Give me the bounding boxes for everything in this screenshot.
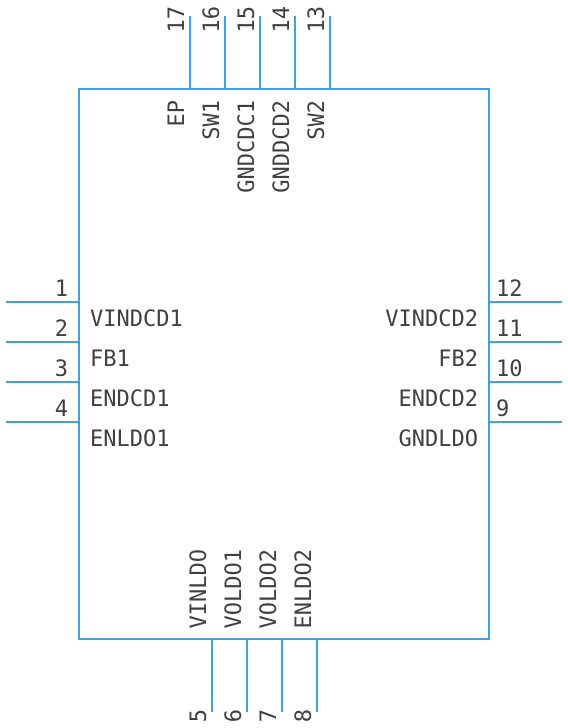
- pin-number: 8: [292, 709, 317, 722]
- pin-label: FB2: [438, 347, 478, 372]
- pin-label: EP: [165, 100, 190, 127]
- pin-number: 15: [235, 6, 260, 33]
- pin-line-bottom: [246, 640, 248, 712]
- pin-label: FB1: [90, 347, 130, 372]
- pin-label: ENDCD1: [90, 387, 169, 412]
- pin-label: ENLDO1: [90, 427, 169, 452]
- pin-label: ENDCD2: [399, 387, 478, 412]
- pin-label: VINLDO: [187, 549, 212, 628]
- pin-number: 4: [8, 397, 68, 422]
- pin-number: 16: [200, 6, 225, 33]
- pin-label: VINDCD1: [90, 307, 183, 332]
- pin-label: VOLDO2: [257, 549, 282, 628]
- pin-number: 1: [8, 277, 68, 302]
- pin-number: 17: [165, 6, 190, 33]
- pin-number: 13: [305, 6, 330, 33]
- pin-number: 9: [496, 397, 556, 422]
- pin-number: 3: [8, 357, 68, 382]
- pin-number: 11: [496, 317, 556, 342]
- pin-label: GNDLDO: [399, 427, 478, 452]
- pin-number: 10: [496, 357, 556, 382]
- pin-number: 14: [270, 6, 295, 33]
- pin-line-bottom: [316, 640, 318, 712]
- pin-number: 2: [8, 317, 68, 342]
- pin-number: 5: [187, 709, 212, 722]
- pin-label: SW1: [200, 100, 225, 140]
- pin-label: ENLDO2: [292, 549, 317, 628]
- pin-label: GNDCDC1: [235, 100, 260, 193]
- pin-label: VINDCD2: [385, 307, 478, 332]
- pin-label: GNDDCD2: [270, 100, 295, 193]
- pin-line-bottom: [211, 640, 213, 712]
- pin-label: SW2: [305, 100, 330, 140]
- pin-number: 7: [257, 709, 282, 722]
- pin-line-bottom: [281, 640, 283, 712]
- pin-number: 12: [496, 277, 556, 302]
- pin-label: VOLDO1: [222, 549, 247, 628]
- pin-number: 6: [222, 709, 247, 722]
